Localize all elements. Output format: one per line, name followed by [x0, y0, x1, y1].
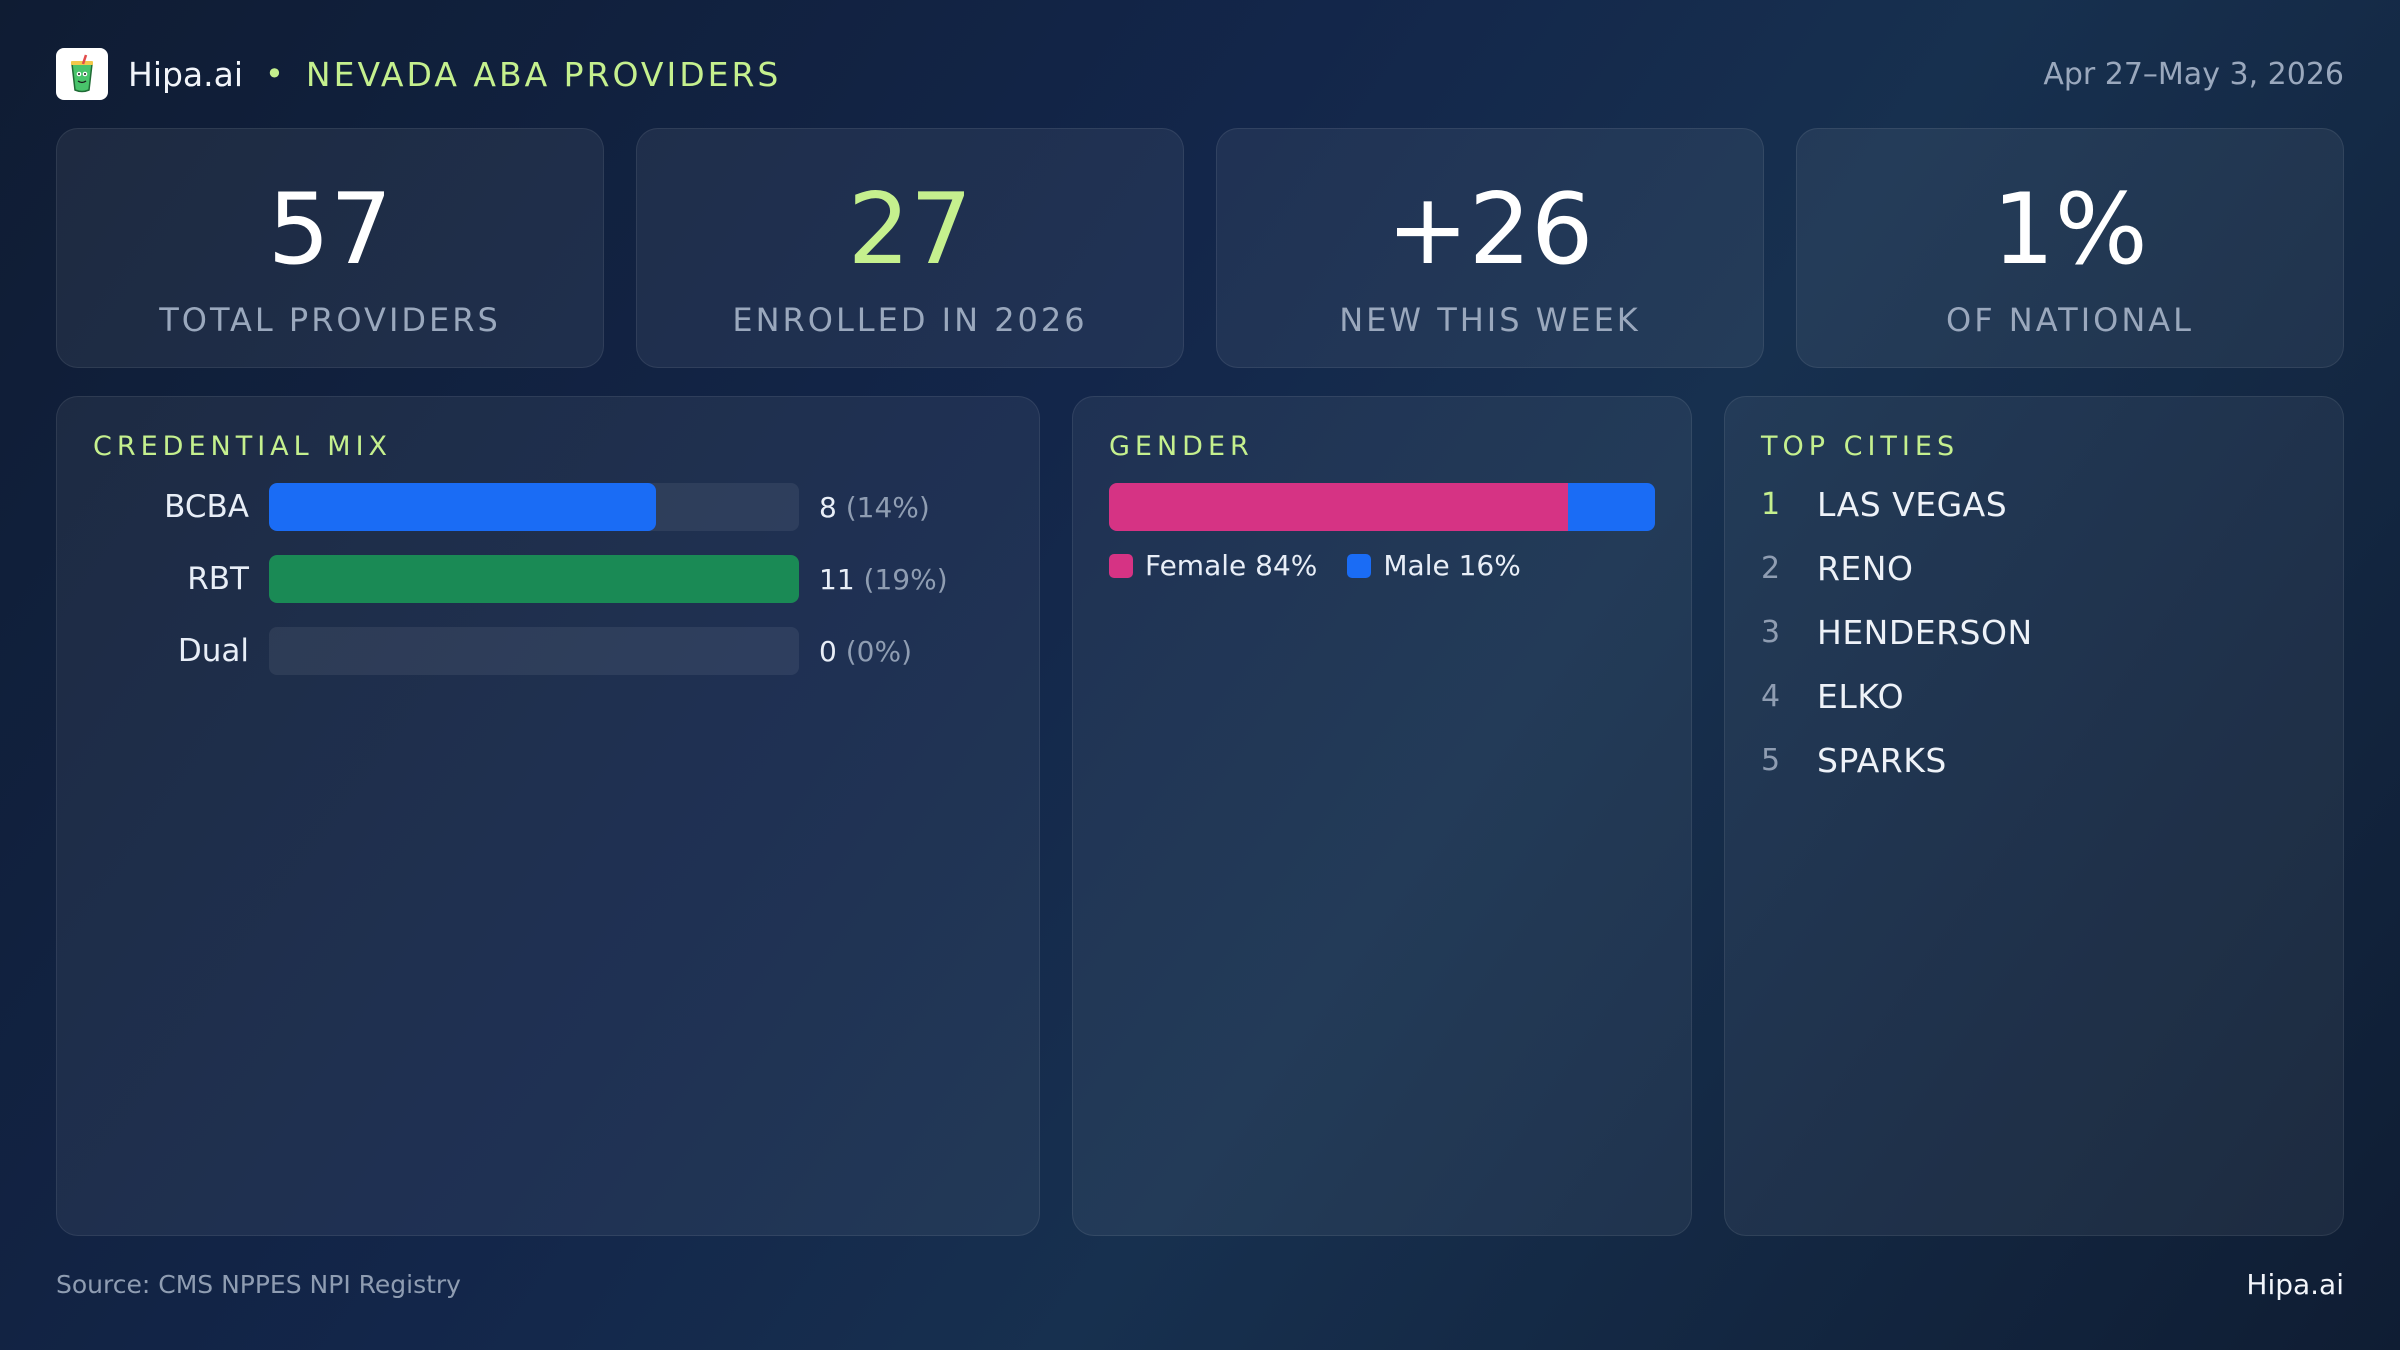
stat-value: +26 [1386, 173, 1594, 287]
page-title: NEVADA ABA PROVIDERS [305, 54, 782, 94]
legend-item-male: Male 16% [1347, 549, 1521, 582]
stat-card-total-providers: 57 TOTAL PROVIDERS [56, 128, 604, 368]
gender-legend: Female 84% Male 16% [1109, 549, 1551, 582]
credential-label: Dual [177, 633, 249, 669]
gender-segment-male [1567, 483, 1655, 531]
credential-count: 0 [819, 634, 837, 668]
legend-swatch [1109, 553, 1133, 578]
city-name: HENDERSON [1817, 613, 2033, 652]
legend-swatch [1347, 553, 1372, 578]
credential-bar-track [269, 483, 799, 531]
city-item: 3 HENDERSON [1761, 613, 2033, 652]
credential-label: RBT [187, 561, 249, 597]
credential-value: 8 (14%) [819, 491, 930, 524]
footer-brand: Hipa.ai [2246, 1268, 2344, 1301]
city-rank: 3 [1761, 615, 1781, 650]
brand-name: Hipa.ai [128, 54, 244, 94]
credential-row-dual: Dual 0 (0%) [93, 627, 912, 675]
stat-card-enrolled: 27 ENROLLED IN 2026 [636, 128, 1184, 368]
panel-title: GENDER [1109, 431, 1254, 462]
brand-logo[interactable] [56, 48, 108, 100]
credential-bar-fill [269, 483, 656, 531]
city-item: 1 LAS VEGAS [1761, 485, 2007, 524]
city-item: 4 ELKO [1761, 677, 1904, 716]
legend-item-female: Female 84% [1109, 549, 1317, 582]
legend-label: Female 84% [1145, 549, 1318, 582]
header-separator: • [265, 55, 284, 93]
stat-value: 27 [847, 173, 973, 287]
credential-percent: (19%) [863, 562, 948, 596]
stats-row: 57 TOTAL PROVIDERS 27 ENROLLED IN 2026 +… [56, 128, 2344, 368]
source-note: Source: CMS NPPES NPI Registry [56, 1270, 461, 1299]
city-name: SPARKS [1817, 741, 1947, 780]
stat-label: ENROLLED IN 2026 [732, 301, 1088, 339]
credential-percent: (0%) [845, 634, 913, 668]
city-item: 2 RENO [1761, 549, 1913, 588]
credential-bar-track [269, 627, 799, 675]
cup-icon [71, 54, 93, 93]
stat-card-of-national: 1% OF NATIONAL [1796, 128, 2344, 368]
gender-segment-female [1109, 483, 1568, 531]
stat-card-new-this-week: +26 NEW THIS WEEK [1216, 128, 1764, 368]
city-rank: 4 [1761, 679, 1781, 714]
city-rank: 1 [1761, 487, 1781, 522]
city-name: ELKO [1817, 677, 1905, 716]
credential-label: BCBA [164, 489, 249, 525]
date-range: Apr 27–May 3, 2026 [2043, 56, 2344, 92]
credential-value: 0 (0%) [819, 635, 912, 668]
credential-value: 11 (19%) [819, 563, 948, 596]
panel-title: TOP CITIES [1761, 431, 1960, 462]
credential-mix-panel: CREDENTIAL MIX BCBA 8 (14%) RBT 11 (19%)… [56, 396, 1040, 1236]
credential-count: 11 [819, 562, 855, 596]
city-name: RENO [1817, 549, 1914, 588]
city-rank: 2 [1761, 551, 1781, 586]
stat-label: TOTAL PROVIDERS [159, 301, 501, 339]
credential-bar-track [269, 555, 799, 603]
stat-value: 1% [1992, 173, 2148, 287]
credential-row-rbt: RBT 11 (19%) [93, 555, 948, 603]
stat-label: NEW THIS WEEK [1339, 301, 1641, 339]
header: Hipa.ai • NEVADA ABA PROVIDERS Apr 27–Ma… [56, 46, 2344, 102]
city-name: LAS VEGAS [1817, 485, 2008, 524]
legend-label: Male 16% [1383, 549, 1521, 582]
city-rank: 5 [1761, 743, 1781, 778]
credential-bar-fill [269, 555, 799, 603]
stat-label: OF NATIONAL [1946, 301, 2194, 339]
city-item: 5 SPARKS [1761, 741, 1947, 780]
stat-value: 57 [267, 173, 393, 287]
credential-count: 8 [819, 490, 837, 524]
gender-bar [1109, 483, 1655, 531]
credential-row-bcba: BCBA 8 (14%) [93, 483, 930, 531]
credential-percent: (14%) [845, 490, 930, 524]
top-cities-panel: TOP CITIES 1 LAS VEGAS 2 RENO 3 HENDERSO… [1724, 396, 2344, 1236]
gender-panel: GENDER Female 84% Male 16% [1072, 396, 1692, 1236]
panel-title: CREDENTIAL MIX [93, 431, 393, 462]
